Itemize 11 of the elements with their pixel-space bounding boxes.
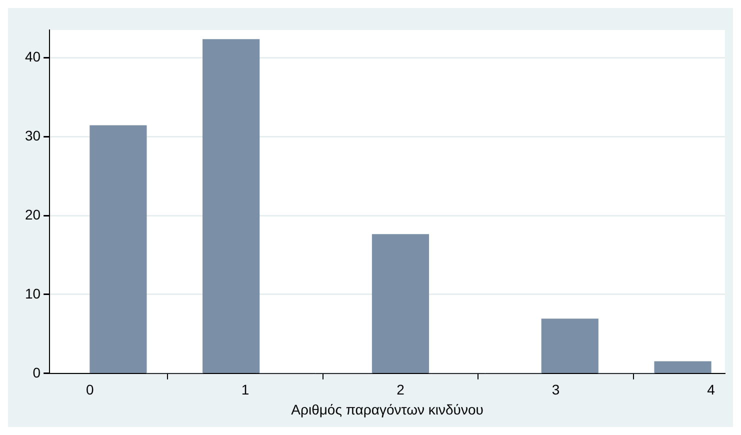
y-tick-label: 20 bbox=[24, 206, 41, 222]
y-tick-label: 40 bbox=[24, 48, 41, 64]
x-tick-label: 0 bbox=[86, 382, 94, 398]
x-tick-label: 3 bbox=[552, 382, 560, 398]
x-tick-label: 2 bbox=[396, 382, 405, 398]
y-tick-label: 10 bbox=[24, 285, 41, 302]
x-tick-label: 4 bbox=[707, 382, 716, 398]
y-tick-label: 30 bbox=[24, 127, 41, 144]
y-tick-label: 0 bbox=[32, 364, 41, 380]
x-tick-label: 1 bbox=[241, 382, 250, 398]
x-axis-title: Αριθμός παραγόντων κινδύνου bbox=[291, 401, 484, 418]
